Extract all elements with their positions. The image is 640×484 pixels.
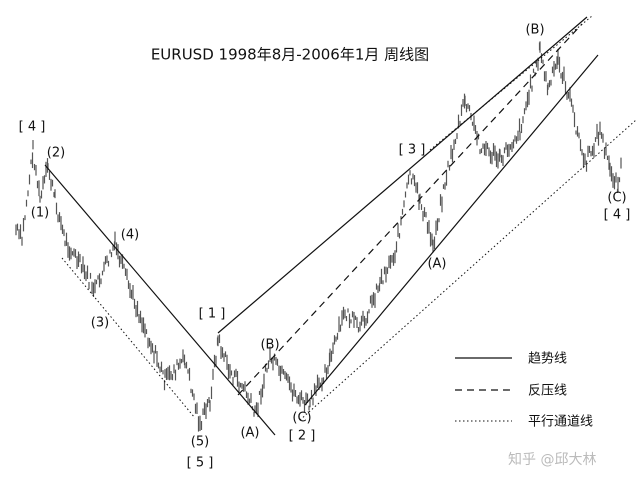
wave-label: (2) bbox=[47, 146, 65, 161]
wave-label: (B) bbox=[260, 338, 279, 353]
wave-label: (C) bbox=[292, 411, 311, 426]
wave-label: (3) bbox=[91, 316, 109, 331]
title: EURUSD 1998年8月-2006年1月 周线图 bbox=[151, 46, 429, 64]
wave-label: (C) bbox=[607, 191, 626, 206]
legend-text: 平行通道线 bbox=[528, 415, 593, 430]
resistance-line bbox=[237, 23, 583, 396]
price-bars bbox=[15, 41, 622, 432]
legend-text: 反压线 bbox=[528, 384, 567, 399]
wave-label: (1) bbox=[31, 206, 49, 221]
channel-line bbox=[299, 119, 637, 421]
trend-line bbox=[44, 164, 276, 436]
wave-label: (5) bbox=[191, 435, 209, 450]
trend-line bbox=[304, 54, 599, 406]
wave-label: [ 5 ] bbox=[187, 456, 214, 471]
watermark: 知乎 @邱大林 bbox=[508, 451, 596, 468]
wave-label: (B) bbox=[525, 23, 544, 38]
trend-line bbox=[217, 16, 588, 334]
wave-label: [ 1 ] bbox=[199, 307, 226, 322]
legend-text: 趋势线 bbox=[528, 351, 567, 367]
channel-line bbox=[429, 15, 593, 151]
wave-label: [ 4 ] bbox=[604, 208, 631, 223]
wave-label: [ 2 ] bbox=[289, 429, 316, 444]
wave-label: (4) bbox=[121, 228, 139, 243]
wave-label: (A) bbox=[427, 257, 446, 272]
wave-label: [ 3 ] bbox=[399, 143, 426, 158]
channel-line bbox=[61, 257, 196, 419]
wave-label: (A) bbox=[240, 426, 259, 441]
wave-label: [ 4 ] bbox=[19, 120, 46, 135]
